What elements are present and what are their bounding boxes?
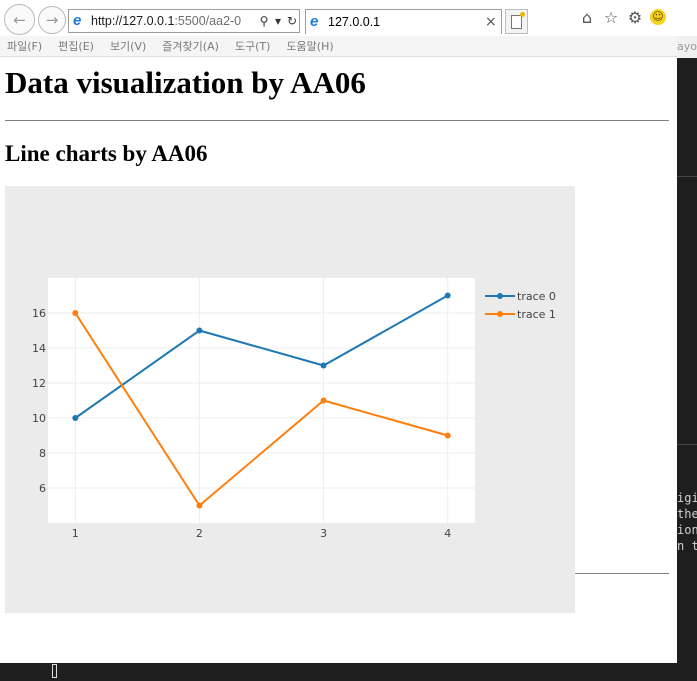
background-divider: [677, 176, 697, 177]
x-tick-label: 1: [72, 527, 79, 540]
y-tick-label: 8: [39, 447, 46, 460]
data-point: [196, 502, 203, 509]
smiley-feedback-icon[interactable]: ☺: [650, 9, 666, 25]
settings-gear-icon[interactable]: ⚙: [627, 8, 643, 27]
address-url-host: http://127.0.0.1: [91, 14, 175, 28]
data-point: [320, 397, 327, 404]
data-point: [444, 292, 451, 299]
taskbar: [0, 663, 697, 681]
series-line-1: [74, 312, 448, 507]
legend-label: trace 1: [517, 308, 556, 321]
code-line: ion: [677, 523, 697, 537]
forward-button[interactable]: →: [38, 6, 66, 34]
menu-bar: 파일(F) 편집(E) 보기(V) 즐겨찾기(A) 도구(T) 도움말(H): [0, 36, 677, 57]
menu-favorites[interactable]: 즐겨찾기(A): [162, 40, 219, 53]
y-tick-label: 14: [32, 342, 46, 355]
search-icon[interactable]: ⚲: [259, 14, 269, 28]
data-point: [320, 362, 327, 369]
menu-help[interactable]: 도움말(H): [286, 40, 334, 53]
code-line: igi: [677, 491, 697, 505]
code-line: n t: [677, 539, 697, 553]
menu-edit[interactable]: 편집(E): [58, 40, 94, 53]
text-cursor-icon: [52, 664, 57, 678]
data-point: [196, 327, 203, 334]
address-url[interactable]: http://127.0.0.1:5500/aa2-0: [91, 14, 257, 28]
home-icon[interactable]: ⌂: [581, 8, 593, 27]
page-title: Data visualization by AA06: [5, 65, 366, 100]
line-chart[interactable]: 6 8 10 12 14 16 1 2 3 4 trace 0 trace 1: [5, 186, 575, 613]
background-window-top: [677, 0, 697, 36]
new-tab-icon: [511, 11, 525, 29]
tab-ie-logo-icon: e: [310, 13, 319, 30]
background-divider: [677, 444, 697, 445]
background-code: igi the ion n t: [677, 490, 697, 554]
favorites-star-icon[interactable]: ☆: [603, 8, 619, 27]
new-tab-button[interactable]: [505, 9, 528, 34]
page-content: Data visualization by AA06 Line charts b…: [0, 57, 677, 663]
x-tick-label: 3: [320, 527, 327, 540]
address-bar[interactable]: e http://127.0.0.1:5500/aa2-0 ⚲ ▾ ↻: [68, 9, 300, 33]
code-line: the: [677, 507, 697, 521]
legend-label: trace 0: [517, 290, 556, 303]
refresh-icon[interactable]: ↻: [286, 14, 298, 28]
forward-arrow-icon: →: [45, 11, 59, 29]
y-tick-label: 10: [32, 412, 46, 425]
data-point: [72, 415, 79, 421]
menu-file[interactable]: 파일(F): [7, 40, 43, 53]
x-tick-label: 2: [196, 527, 203, 540]
horizontal-rule: [5, 120, 669, 121]
data-point: [444, 432, 451, 439]
tab-close-icon[interactable]: ×: [485, 14, 497, 30]
browser-chrome: ← → e http://127.0.0.1:5500/aa2-0 ⚲ ▾ ↻ …: [0, 0, 677, 57]
ie-logo-icon: e: [73, 12, 82, 29]
back-arrow-icon: ←: [13, 10, 26, 29]
horizontal-rule: [575, 573, 669, 574]
menu-view[interactable]: 보기(V): [109, 40, 147, 53]
back-button[interactable]: ←: [4, 4, 35, 35]
y-tick-label: 12: [32, 377, 46, 390]
address-url-path: :5500/aa2-0: [174, 14, 242, 28]
data-point: [72, 310, 79, 316]
legend-marker: [497, 293, 503, 299]
y-tick-label: 16: [32, 307, 46, 320]
x-tick-label: 4: [444, 527, 451, 540]
series-line-0: [74, 294, 449, 419]
y-tick-label: 6: [39, 482, 46, 495]
dropdown-icon[interactable]: ▾: [274, 14, 282, 28]
tab-title: 127.0.0.1: [328, 15, 381, 29]
menu-tools[interactable]: 도구(T): [234, 40, 271, 53]
section-title: Line charts by AA06: [5, 141, 208, 166]
background-header-text: ayou: [677, 36, 697, 58]
browser-tab[interactable]: e 127.0.0.1 ×: [305, 9, 502, 34]
legend-marker: [497, 311, 503, 317]
plot-area: [48, 278, 475, 523]
background-window: ayou igi the ion n t: [677, 0, 697, 681]
browser-toolbar: ⌂ ☆ ⚙ ☺: [578, 8, 666, 27]
